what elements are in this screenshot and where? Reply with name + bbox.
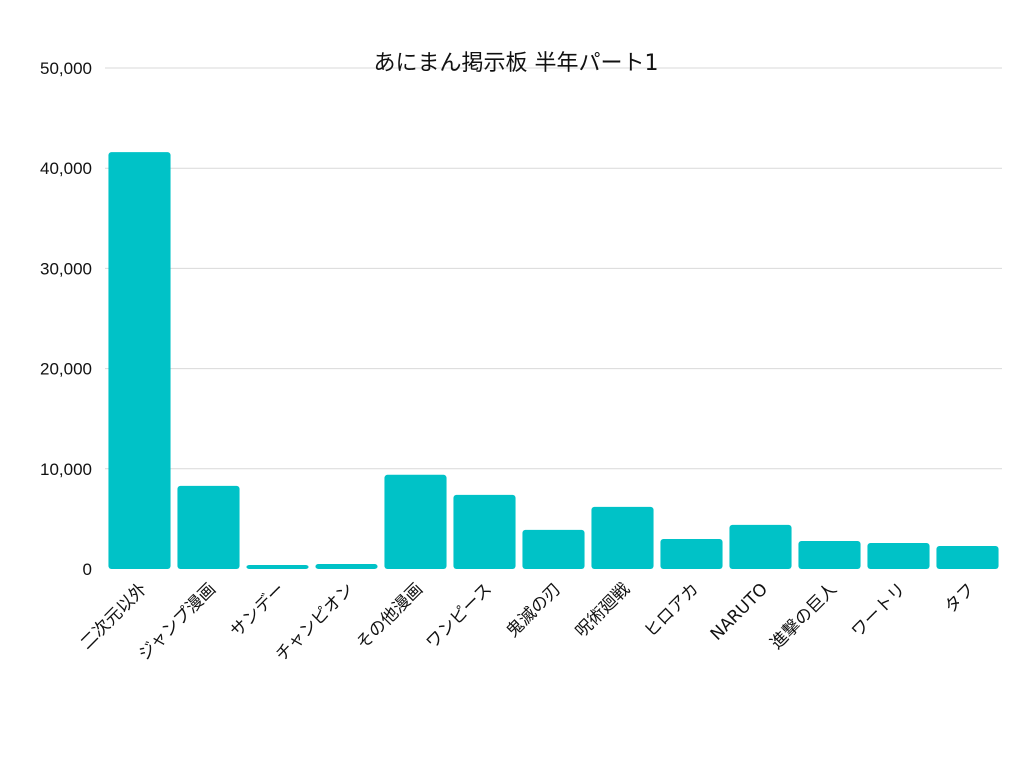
x-tick-label: 鬼滅の刃 <box>503 579 565 641</box>
x-tick-label: 呪術廻戦 <box>572 579 634 641</box>
bar <box>522 529 585 569</box>
bar <box>729 524 792 569</box>
y-tick-label: 40,000 <box>40 159 92 178</box>
gridlines <box>105 67 1002 470</box>
x-tick-label: ワートリ <box>848 579 910 641</box>
bar <box>246 564 309 569</box>
y-tick-label: 10,000 <box>40 460 92 479</box>
x-tick-label: NARUTO <box>707 579 772 644</box>
chart-title: あにまん掲示板 半年パート1 <box>374 51 659 76</box>
x-tick-label: ワンピース <box>422 579 496 653</box>
bar <box>453 494 516 569</box>
bar <box>108 152 171 569</box>
y-tick-label: 50,000 <box>40 59 92 78</box>
bar <box>660 538 723 569</box>
y-tick-label: 0 <box>83 560 92 579</box>
bar <box>936 545 999 569</box>
y-tick-label: 30,000 <box>40 259 92 278</box>
bars <box>108 152 999 569</box>
bar <box>867 542 930 569</box>
y-tick-label: 20,000 <box>40 360 92 379</box>
x-tick-label: サンデー <box>226 579 289 642</box>
x-tick-label: 進撃の巨人 <box>767 579 841 653</box>
bar <box>177 485 240 569</box>
x-axis-ticks: 二次元以外ジャンプ漫画 サンデーチャンピオンその他漫画ワンピース 鬼滅の刃 呪術廻戦ヒ… <box>77 579 979 666</box>
x-tick-label: その他漫画 <box>353 579 427 653</box>
bar <box>315 563 378 569</box>
y-axis-ticks: 0 10,000 20,000 30,000 40,000 50,000 <box>40 59 92 579</box>
x-tick-label: 二次元以外 <box>77 579 151 653</box>
bar <box>591 506 654 569</box>
bar <box>798 540 861 569</box>
bar <box>384 474 447 569</box>
x-tick-label: ヒロアカ <box>641 579 703 641</box>
x-tick-label: タフ <box>941 579 979 617</box>
